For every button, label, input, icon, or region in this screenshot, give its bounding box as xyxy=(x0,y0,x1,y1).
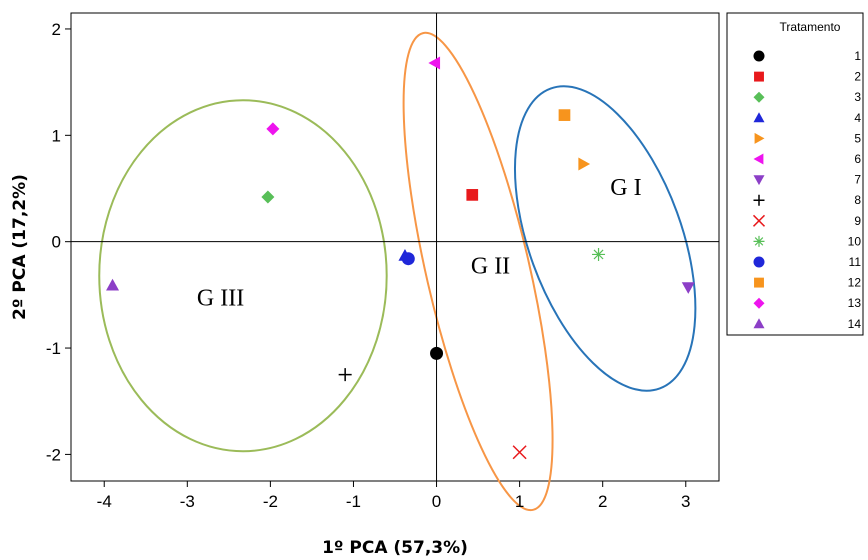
legend-label: 1 xyxy=(854,49,861,63)
legend-label: 3 xyxy=(854,90,861,104)
legend-marker xyxy=(753,235,765,247)
y-tick-label: -2 xyxy=(46,445,61,464)
y-axis-ticks: -2 -1 0 1 2 xyxy=(46,20,71,464)
group-label: G III xyxy=(197,286,244,312)
data-point xyxy=(106,278,120,291)
x-tick-label: 2 xyxy=(598,492,607,511)
x-tick-label: -3 xyxy=(180,492,195,511)
x-axis-title: 1º PCA (57,3%) xyxy=(322,538,468,558)
data-point xyxy=(266,122,280,136)
group-ellipse xyxy=(98,99,388,453)
plot-frame xyxy=(70,12,720,482)
y-tick-label: 1 xyxy=(52,126,61,145)
data-point xyxy=(592,247,606,261)
legend-label: 8 xyxy=(854,193,861,207)
data-point xyxy=(428,56,441,70)
x-tick-label: 3 xyxy=(681,492,690,511)
legend-marker xyxy=(753,297,765,309)
legend-marker xyxy=(753,153,764,165)
y-axis-title: 2º PCA (17,2%) xyxy=(10,174,30,320)
data-point xyxy=(558,109,571,121)
data-point xyxy=(430,346,444,360)
x-tick-label: -1 xyxy=(346,492,361,511)
legend-label: 7 xyxy=(854,173,861,187)
legend-box xyxy=(726,12,864,336)
data-point xyxy=(401,252,415,266)
legend-marker xyxy=(753,175,765,186)
legend-label: 13 xyxy=(848,296,862,310)
data-point xyxy=(681,282,695,294)
data-point xyxy=(261,190,275,204)
group-labels: G I G II G III xyxy=(197,175,642,312)
group-ellipse xyxy=(513,85,697,392)
legend-label: 2 xyxy=(854,70,861,84)
legend-label: 12 xyxy=(848,276,862,290)
legend-marker xyxy=(753,194,765,206)
legend-label: 6 xyxy=(854,152,861,166)
legend-marker xyxy=(753,112,765,123)
group-ellipse xyxy=(402,31,554,512)
data-points xyxy=(106,56,695,460)
group-label: G II xyxy=(471,254,510,280)
y-tick-label: -1 xyxy=(46,339,61,358)
legend-label: 5 xyxy=(854,131,861,145)
x-tick-label: -2 xyxy=(263,492,278,511)
data-point xyxy=(466,189,479,201)
legend-marker xyxy=(754,277,764,288)
legend-marker xyxy=(754,71,764,82)
legend-label: 14 xyxy=(848,317,862,331)
legend-marker xyxy=(752,214,766,227)
data-point xyxy=(338,368,352,382)
group-ellipses xyxy=(98,31,697,512)
legend-title: Tratamento xyxy=(780,20,841,34)
legend-marker xyxy=(754,132,765,144)
legend-marker xyxy=(753,256,765,268)
data-point xyxy=(512,445,527,460)
y-tick-label: 2 xyxy=(52,20,61,39)
legend-marker xyxy=(753,50,765,62)
x-tick-label: 0 xyxy=(432,492,441,511)
legend-label: 11 xyxy=(849,255,862,269)
group-label: G I xyxy=(610,175,641,201)
x-tick-label: 1 xyxy=(515,492,524,511)
legend-marker xyxy=(753,91,765,103)
y-tick-label: 0 xyxy=(52,233,61,252)
legend-label: 9 xyxy=(854,214,861,228)
x-axis-ticks: -4 -3 -2 -1 0 1 2 3 xyxy=(97,481,691,511)
legend-label: 4 xyxy=(854,111,861,125)
x-tick-label: -4 xyxy=(97,492,112,511)
legend-marker xyxy=(753,318,765,329)
data-point xyxy=(578,157,591,171)
legend-label: 10 xyxy=(848,234,862,248)
